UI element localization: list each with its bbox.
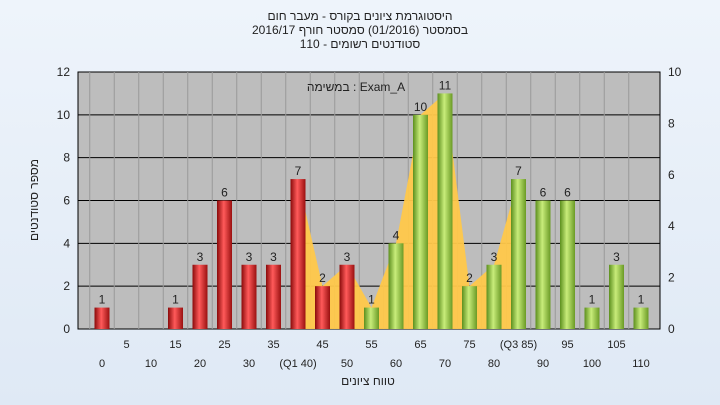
data-label-55: 1 (368, 293, 375, 307)
x-tick-15: 75 (463, 339, 475, 351)
y-axis-title: מספר סטודנטים (27, 159, 41, 241)
bar-60 (388, 243, 404, 329)
x-tick-13: 65 (414, 339, 426, 351)
x-tick-16: 80 (488, 358, 500, 370)
bar-55 (364, 307, 379, 329)
x-tick-7: 35 (267, 339, 279, 351)
bar-80 (486, 264, 502, 329)
bar-65 (413, 114, 428, 329)
y-tick-0: 0 (63, 322, 70, 336)
data-label-0: 1 (99, 293, 106, 307)
y-tick-4: 8 (63, 151, 70, 165)
y-tick-6: 12 (57, 65, 71, 79)
x-axis-title: טווח ציונים (341, 374, 395, 388)
chart-title: היסטוגרמת ציונים בקורס - מעבר חום בסמסטר… (252, 9, 468, 51)
y2-tick-1: 2 (668, 271, 675, 285)
y2-tick-0: 0 (668, 322, 675, 336)
x-tick-0: 0 (99, 358, 105, 370)
data-label-50: 3 (344, 250, 351, 264)
bar-0 (94, 307, 110, 329)
x-tick-1: 5 (123, 339, 129, 351)
x-tick-8: (Q1 40) (279, 358, 316, 370)
y-axis-right: 0 2 4 6 8 10 (668, 65, 682, 336)
title-line-1: היסטוגרמת ציונים בקורס - מעבר חום (268, 9, 453, 23)
bar-45 (315, 286, 330, 329)
title-line-2: בסמסטר (01/2016) סמסטר חורף 2016/17 (252, 23, 468, 37)
bar-25 (217, 200, 232, 329)
x-tick-3: 15 (169, 339, 181, 351)
bars (94, 93, 649, 330)
data-label-80: 3 (491, 250, 498, 264)
bar-35 (266, 264, 281, 329)
x-tick-21: 105 (607, 339, 625, 351)
bar-105 (609, 264, 624, 329)
data-label-25: 6 (221, 186, 228, 200)
x-tick-4: 20 (194, 358, 206, 370)
annotation-label: במשימה : Exam_A (307, 80, 405, 94)
bar-20 (192, 264, 208, 329)
x-axis: 0 5 10 15 20 25 30 35(Q1 40)45 50 55 60 65 70 75 80(Q3… (99, 339, 650, 370)
x-tick-12: 60 (390, 358, 402, 370)
bar-70 (437, 93, 453, 330)
data-label-105: 3 (613, 250, 620, 264)
data-label-70: 11 (439, 78, 452, 92)
bar-85 (511, 179, 526, 329)
data-label-75: 2 (466, 271, 473, 285)
bar-50 (339, 264, 355, 329)
data-label-15: 1 (172, 293, 179, 307)
x-tick-19: 95 (561, 339, 573, 351)
x-tick-22: 110 (632, 358, 650, 370)
y2-tick-4: 8 (668, 116, 675, 130)
data-label-40: 7 (295, 164, 302, 178)
x-tick-9: 45 (316, 339, 328, 351)
y2-tick-3: 6 (668, 168, 675, 182)
bar-100 (584, 307, 600, 329)
y-tick-5: 10 (57, 108, 71, 122)
data-label-110: 1 (638, 293, 645, 307)
title-line-3: סטודנטים רשומים - 110 (300, 37, 421, 51)
y-axis-left: 0 2 4 6 8 10 12 (57, 65, 71, 336)
y2-tick-2: 4 (668, 219, 675, 233)
x-tick-11: 55 (365, 339, 377, 351)
bar-15 (168, 307, 183, 329)
bar-40 (290, 179, 306, 329)
x-tick-5: 25 (218, 339, 230, 351)
data-label-35: 3 (270, 250, 277, 264)
bar-90 (535, 200, 551, 329)
y-tick-2: 4 (63, 236, 70, 250)
distribution-area (298, 93, 519, 330)
x-tick-2: 10 (145, 358, 157, 370)
y-tick-1: 2 (63, 279, 70, 293)
x-tick-14: 70 (439, 358, 451, 370)
data-label-45: 2 (319, 271, 326, 285)
bar-75 (462, 286, 477, 329)
bar-95 (560, 200, 575, 329)
bar-30 (241, 264, 257, 329)
x-tick-20: 100 (583, 358, 601, 370)
data-label-90: 6 (540, 186, 547, 200)
data-label-95: 6 (564, 186, 571, 200)
x-tick-10: 50 (341, 358, 353, 370)
data-label-60: 4 (393, 228, 400, 242)
y-tick-3: 6 (63, 194, 70, 208)
y2-tick-5: 10 (668, 65, 682, 79)
x-tick-17: (Q3 85) (500, 339, 537, 351)
bar-110 (633, 307, 649, 329)
data-label-20: 3 (197, 250, 204, 264)
data-label-85: 7 (515, 164, 522, 178)
x-tick-6: 30 (243, 358, 255, 370)
x-tick-18: 90 (537, 358, 549, 370)
data-label-65: 10 (414, 100, 428, 114)
data-label-100: 1 (589, 293, 596, 307)
data-label-30: 3 (246, 250, 253, 264)
